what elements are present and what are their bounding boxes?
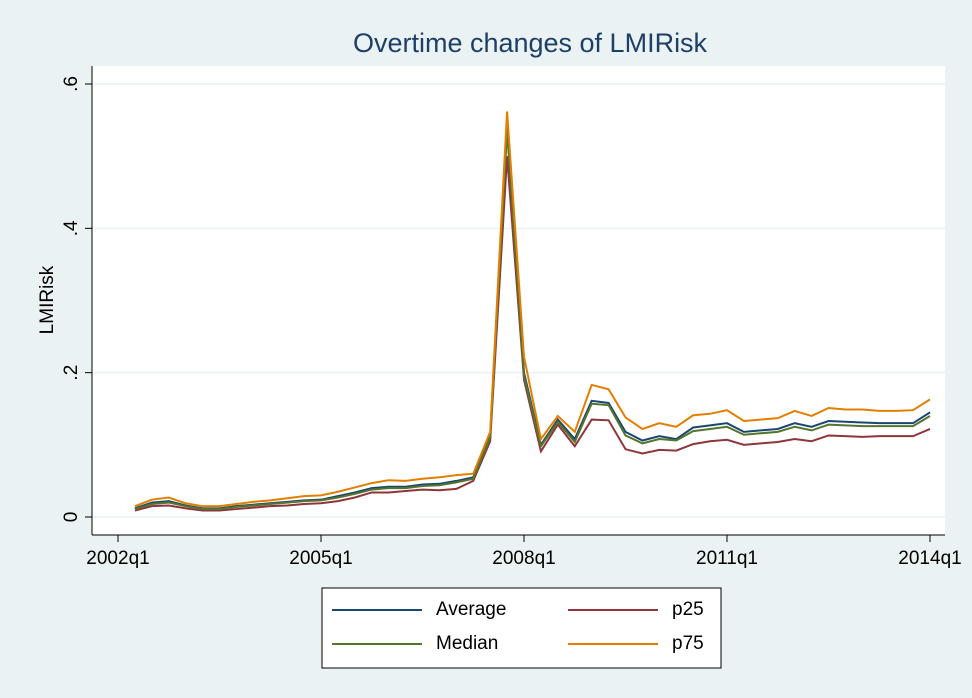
series-line	[134, 111, 931, 508]
x-tick-label: 2005q1	[289, 548, 352, 569]
legend-label: p75	[672, 633, 704, 654]
y-tick-label: 0	[61, 512, 82, 523]
chart-title: Overtime changes of LMIRisk	[353, 28, 708, 58]
series-line	[134, 156, 931, 512]
series-line	[134, 130, 931, 511]
x-tick-label: 2002q1	[86, 548, 149, 569]
x-tick-label: 2011q1	[696, 548, 758, 569]
x-tick-label: 2008q1	[492, 548, 555, 569]
y-axis-label: LMIRisk	[37, 265, 58, 334]
legend	[321, 587, 722, 669]
y-tick-label: .6	[61, 76, 82, 92]
x-tick-label: 2014q1	[898, 548, 961, 569]
legend-label: Median	[436, 633, 498, 654]
y-tick-label: .4	[61, 220, 82, 236]
legend-label: p25	[672, 599, 704, 620]
y-tick-label: .2	[61, 365, 82, 381]
legend-label: Average	[436, 599, 506, 620]
